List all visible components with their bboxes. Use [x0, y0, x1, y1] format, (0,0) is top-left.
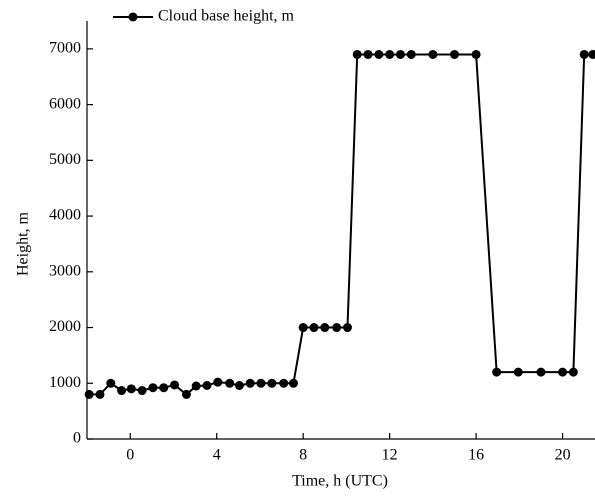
- x-tick-label: 16: [468, 447, 484, 464]
- y-tick-label: 7000: [49, 40, 81, 57]
- data-point: [159, 383, 169, 393]
- y-tick-label: 2000: [49, 318, 81, 335]
- data-point: [309, 323, 319, 333]
- y-tick-label: 1000: [49, 374, 81, 391]
- data-point: [234, 380, 244, 390]
- data-point: [148, 383, 158, 393]
- y-tick-label: 4000: [49, 207, 81, 224]
- y-tick-label: 6000: [49, 95, 81, 112]
- data-point: [471, 49, 481, 59]
- legend-marker: [128, 12, 138, 22]
- data-point: [279, 378, 289, 388]
- data-point: [428, 49, 438, 59]
- data-point: [191, 381, 201, 391]
- data-point: [568, 367, 578, 377]
- x-tick-label: 20: [555, 447, 571, 464]
- data-point: [267, 378, 277, 388]
- x-tick-label: 8: [299, 447, 307, 464]
- data-point: [492, 367, 502, 377]
- data-point: [137, 386, 147, 396]
- data-point: [213, 377, 223, 387]
- data-point: [342, 323, 352, 333]
- data-point: [298, 323, 308, 333]
- data-point: [95, 389, 105, 399]
- data-point: [256, 378, 266, 388]
- data-point: [513, 367, 523, 377]
- data-point: [288, 378, 298, 388]
- data-point: [374, 49, 384, 59]
- data-point: [558, 367, 568, 377]
- data-point: [363, 49, 373, 59]
- y-tick-label: 0: [73, 430, 81, 447]
- data-point: [536, 367, 546, 377]
- data-point: [225, 378, 235, 388]
- data-point: [245, 378, 255, 388]
- data-point: [181, 389, 191, 399]
- data-point: [449, 49, 459, 59]
- data-point: [202, 380, 212, 390]
- data-point: [579, 49, 589, 59]
- data-point: [320, 323, 330, 333]
- data-point: [395, 49, 405, 59]
- data-point: [170, 380, 180, 390]
- x-tick-label: 0: [126, 447, 134, 464]
- y-axis-label: Height, m: [15, 211, 32, 276]
- y-tick-label: 3000: [49, 262, 81, 279]
- data-point: [406, 49, 416, 59]
- data-point: [106, 378, 116, 388]
- x-tick-label: 12: [382, 447, 398, 464]
- data-point: [332, 323, 342, 333]
- x-axis-label: Time, h (UTC): [292, 473, 388, 490]
- x-tick-label: 4: [213, 447, 221, 464]
- data-point: [352, 49, 362, 59]
- legend-label: Cloud base height, m: [158, 8, 295, 25]
- data-point: [588, 49, 595, 59]
- data-point: [385, 49, 395, 59]
- data-line: [89, 53, 593, 396]
- y-tick-label: 5000: [49, 151, 81, 168]
- data-point: [117, 386, 127, 396]
- data-point: [126, 384, 136, 394]
- data-point: [84, 389, 94, 399]
